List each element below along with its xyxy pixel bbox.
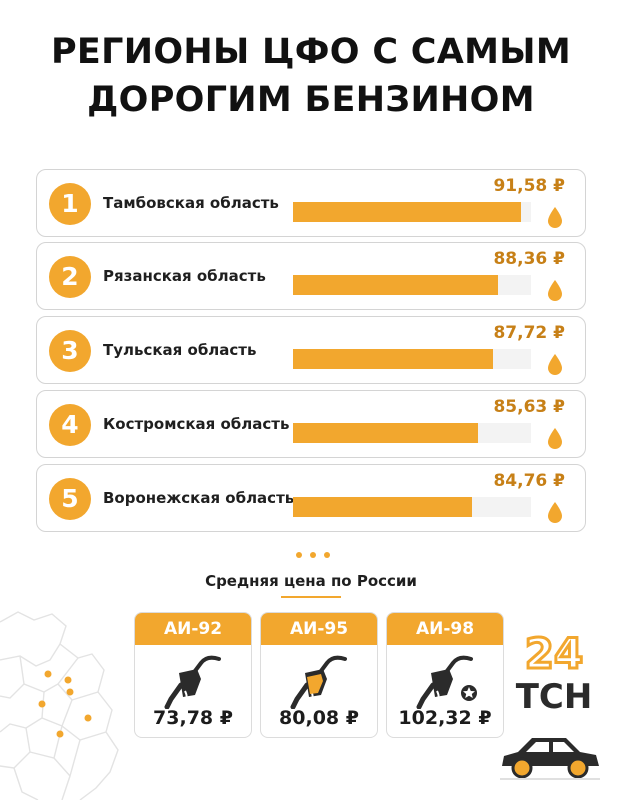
rank-badge: 3	[49, 330, 91, 372]
title-line-1: РЕГИОНЫ ЦФО С САМЫМ	[50, 32, 572, 72]
price-value: 87,72 ₽	[493, 323, 565, 343]
region-name: Рязанская область	[103, 267, 266, 285]
fuel-price: 102,32 ₽	[398, 707, 492, 729]
region-map-icon	[0, 611, 119, 800]
price-bar	[293, 275, 498, 295]
bar-track	[293, 349, 531, 369]
rank-badge: 1	[49, 183, 91, 225]
fuel-card: АИ-92 73,78 ₽	[134, 612, 252, 738]
price-value: 84,76 ₽	[493, 471, 565, 491]
ranking-row: 3 Тульская область 87,72 ₽	[36, 316, 586, 384]
fuel-nozzle-icon	[290, 655, 347, 709]
fuel-card: АИ-98 102,32 ₽	[386, 612, 504, 738]
rank-badge: 5	[49, 478, 91, 520]
fuel-drop-icon	[548, 428, 562, 449]
fuel-grade: АИ-92	[135, 613, 251, 645]
fuel-card: АИ-95 80,08 ₽	[260, 612, 378, 738]
tsn-24-logo: 24 ТСН	[516, 628, 593, 712]
bar-track	[293, 275, 531, 295]
fuel-drop-icon	[548, 354, 562, 375]
price-value: 91,58 ₽	[493, 176, 565, 196]
region-name: Костромская область	[103, 415, 290, 433]
logo-digits: 24	[525, 629, 583, 678]
ranking-row: 2 Рязанская область 88,36 ₽	[36, 242, 586, 310]
logo-text: ТСН	[516, 677, 593, 712]
price-bar	[293, 349, 493, 369]
fuel-price: 73,78 ₽	[153, 707, 233, 729]
fuel-nozzle-icon	[164, 655, 221, 709]
separator-dots	[296, 552, 330, 558]
bar-track	[293, 497, 531, 517]
ranking-row: 4 Костромская область 85,63 ₽	[36, 390, 586, 458]
title-underline	[281, 596, 341, 598]
rank-badge: 4	[49, 404, 91, 446]
region-name: Воронежская область	[103, 489, 295, 507]
fuel-nozzle-star-icon	[416, 655, 477, 709]
price-bar	[293, 497, 472, 517]
price-bar	[293, 423, 478, 443]
bar-track	[293, 202, 531, 222]
fuel-drop-icon	[548, 280, 562, 301]
bar-track	[293, 423, 531, 443]
ranking-row: 1 Тамбовская область 91,58 ₽	[36, 169, 586, 237]
fuel-price: 80,08 ₽	[279, 707, 359, 729]
fuel-grade: АИ-98	[387, 613, 503, 645]
fuel-drop-icon	[548, 502, 562, 523]
title-line-2: ДОРОГИМ БЕНЗИНОМ	[87, 80, 535, 120]
ranking-row: 5 Воронежская область 84,76 ₽	[36, 464, 586, 532]
page-title: РЕГИОНЫ ЦФО С САМЫМ ДОРОГИМ БЕНЗИНОМ	[0, 28, 622, 124]
rank-badge: 2	[49, 256, 91, 298]
price-bar	[293, 202, 521, 222]
car-icon	[500, 738, 600, 780]
fuel-grade: АИ-95	[261, 613, 377, 645]
fuel-drop-icon	[548, 207, 562, 228]
price-value: 85,63 ₽	[493, 397, 565, 417]
price-value: 88,36 ₽	[493, 249, 565, 269]
average-price-title: Средняя цена по России	[205, 572, 417, 590]
region-name: Тульская область	[103, 341, 257, 359]
region-name: Тамбовская область	[103, 194, 279, 212]
